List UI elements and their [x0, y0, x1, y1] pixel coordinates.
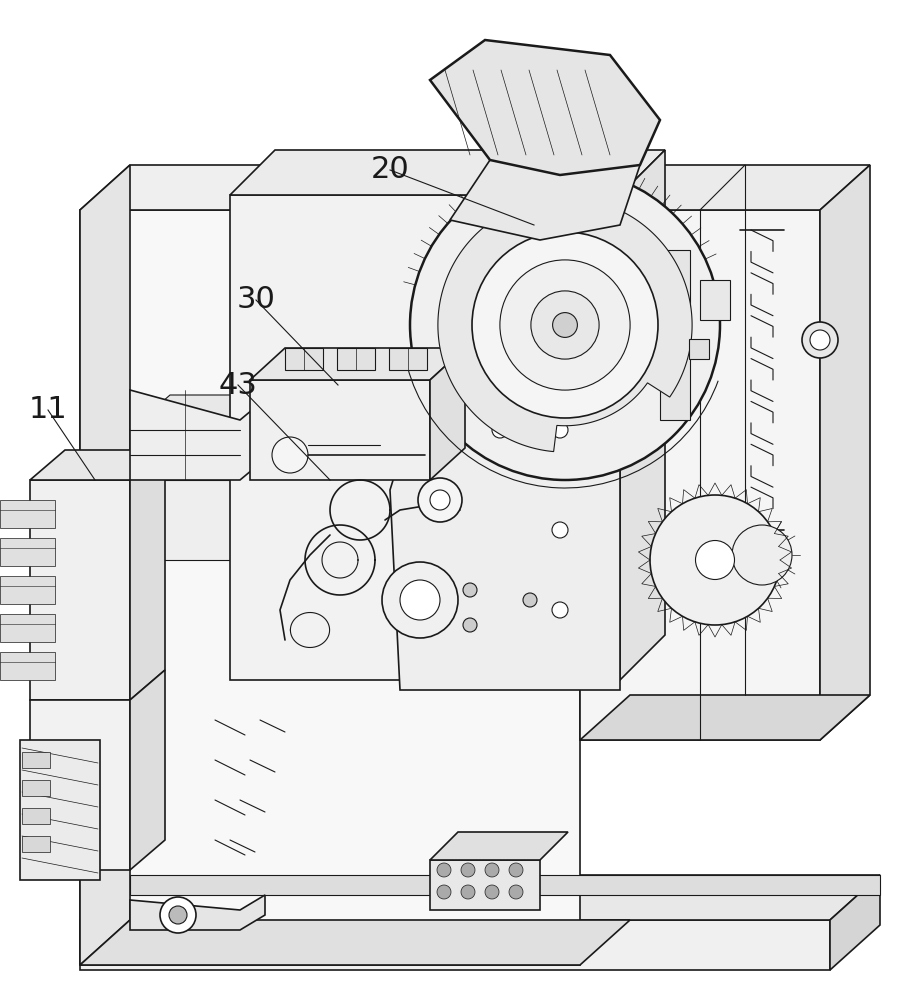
Polygon shape	[0, 614, 55, 642]
Circle shape	[531, 291, 599, 359]
Polygon shape	[22, 752, 50, 768]
Polygon shape	[80, 875, 880, 920]
Polygon shape	[580, 210, 820, 740]
Text: 20: 20	[370, 155, 409, 184]
Circle shape	[732, 525, 792, 585]
Polygon shape	[30, 450, 165, 480]
Circle shape	[463, 618, 477, 632]
Polygon shape	[0, 576, 55, 604]
Circle shape	[552, 522, 568, 538]
Polygon shape	[80, 165, 130, 965]
Circle shape	[553, 313, 578, 337]
Polygon shape	[22, 836, 50, 852]
Polygon shape	[660, 250, 690, 420]
Polygon shape	[700, 280, 730, 320]
Circle shape	[802, 322, 838, 358]
Circle shape	[509, 863, 523, 877]
Polygon shape	[337, 348, 375, 370]
Circle shape	[472, 232, 658, 418]
Polygon shape	[620, 150, 665, 680]
Circle shape	[437, 885, 451, 899]
Polygon shape	[390, 360, 620, 690]
Circle shape	[169, 906, 187, 924]
Polygon shape	[130, 430, 230, 480]
Text: 30: 30	[237, 286, 275, 314]
Circle shape	[410, 170, 720, 480]
Circle shape	[523, 593, 537, 607]
Polygon shape	[830, 875, 880, 970]
Polygon shape	[430, 348, 465, 480]
Circle shape	[485, 863, 499, 877]
Polygon shape	[689, 339, 710, 359]
Polygon shape	[130, 450, 165, 700]
Text: 11: 11	[29, 395, 67, 424]
Polygon shape	[0, 500, 55, 528]
Circle shape	[430, 490, 450, 510]
Polygon shape	[80, 165, 630, 210]
Polygon shape	[230, 150, 665, 195]
Polygon shape	[0, 538, 55, 566]
Circle shape	[552, 602, 568, 618]
Polygon shape	[22, 808, 50, 824]
Polygon shape	[430, 860, 540, 910]
Circle shape	[418, 478, 462, 522]
Circle shape	[650, 495, 780, 625]
Circle shape	[492, 422, 508, 438]
Polygon shape	[130, 875, 880, 895]
Circle shape	[500, 260, 630, 390]
Circle shape	[461, 885, 475, 899]
Polygon shape	[230, 195, 620, 680]
Circle shape	[160, 897, 196, 933]
Polygon shape	[80, 210, 580, 965]
Polygon shape	[389, 348, 427, 370]
Circle shape	[552, 422, 568, 438]
Circle shape	[810, 330, 830, 350]
Circle shape	[400, 580, 440, 620]
Polygon shape	[130, 480, 230, 560]
Text: 43: 43	[219, 370, 257, 399]
Circle shape	[272, 437, 308, 473]
Polygon shape	[80, 920, 630, 965]
Polygon shape	[820, 165, 870, 740]
Circle shape	[695, 540, 735, 580]
Polygon shape	[30, 480, 130, 700]
Polygon shape	[80, 920, 830, 970]
Polygon shape	[250, 380, 430, 480]
Polygon shape	[250, 348, 465, 380]
Polygon shape	[580, 165, 870, 210]
Polygon shape	[430, 832, 568, 860]
Polygon shape	[130, 395, 270, 430]
Circle shape	[485, 885, 499, 899]
Polygon shape	[580, 695, 870, 740]
Polygon shape	[30, 700, 130, 870]
Circle shape	[437, 863, 451, 877]
Polygon shape	[438, 198, 692, 452]
Circle shape	[509, 885, 523, 899]
Polygon shape	[20, 740, 100, 880]
Polygon shape	[130, 895, 265, 930]
Polygon shape	[22, 780, 50, 796]
Polygon shape	[450, 160, 640, 240]
Circle shape	[461, 863, 475, 877]
Polygon shape	[285, 348, 323, 370]
Circle shape	[463, 583, 477, 597]
Circle shape	[382, 562, 458, 638]
Polygon shape	[0, 652, 55, 680]
Polygon shape	[130, 390, 270, 480]
Polygon shape	[130, 670, 165, 870]
Polygon shape	[430, 40, 660, 175]
